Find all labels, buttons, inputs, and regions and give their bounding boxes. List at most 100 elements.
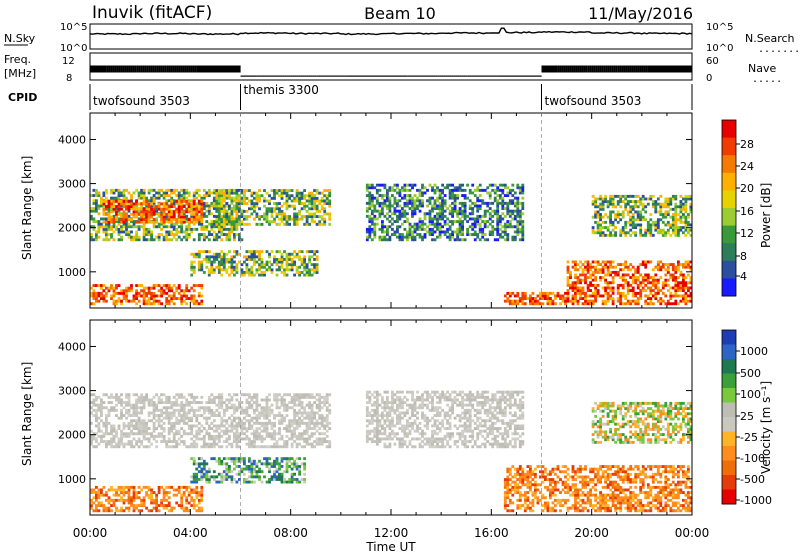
data-cell <box>499 189 502 192</box>
data-cell <box>148 192 151 195</box>
data-cell <box>123 401 126 404</box>
data-cell <box>271 215 274 218</box>
data-cell <box>236 197 239 200</box>
data-cell <box>501 225 504 228</box>
data-cell <box>479 218 482 221</box>
data-cell <box>203 438 206 441</box>
data-cell <box>622 276 625 279</box>
data-cell <box>236 253 239 256</box>
nsearch-tick-lo: 10^0 <box>706 43 733 54</box>
data-cell <box>669 274 672 277</box>
data-cell <box>246 412 249 415</box>
data-cell <box>624 226 627 229</box>
data-cell <box>376 192 379 195</box>
freq-sample <box>172 66 174 73</box>
data-cell <box>258 250 261 253</box>
data-cell <box>456 212 459 215</box>
data-cell <box>499 218 502 221</box>
data-cell <box>441 184 444 187</box>
data-cell <box>604 292 607 295</box>
data-cell <box>632 287 635 290</box>
data-cell <box>451 210 454 213</box>
data-cell <box>215 238 218 241</box>
data-cell <box>446 231 449 234</box>
data-cell <box>547 297 550 300</box>
data-cell <box>103 406 106 409</box>
data-cell <box>185 208 188 211</box>
data-cell <box>185 236 188 239</box>
data-cell <box>193 297 196 300</box>
data-cell <box>160 393 163 396</box>
data-cell <box>210 212 213 215</box>
data-cell <box>160 295 163 298</box>
data-cell <box>110 425 113 428</box>
data-cell <box>218 263 221 266</box>
data-cell <box>414 205 417 208</box>
data-cell <box>276 432 279 435</box>
data-cell <box>607 205 610 208</box>
data-cell <box>298 258 301 261</box>
data-cell <box>504 223 507 226</box>
data-cell <box>298 250 301 253</box>
data-cell <box>461 210 464 213</box>
data-cell <box>208 406 211 409</box>
data-cell <box>223 268 226 271</box>
data-cell <box>266 200 269 203</box>
data-cell <box>602 268 605 271</box>
data-cell <box>454 189 457 192</box>
data-cell <box>200 228 203 231</box>
data-cell <box>233 427 236 430</box>
data-cell <box>223 205 226 208</box>
data-cell <box>105 287 108 290</box>
data-cell <box>644 229 647 232</box>
data-cell <box>100 225 103 228</box>
data-cell <box>366 228 369 231</box>
data-cell <box>499 223 502 226</box>
data-cell <box>516 220 519 223</box>
freq-sample <box>309 76 311 77</box>
data-cell <box>193 401 196 404</box>
data-cell <box>231 396 234 399</box>
data-cell <box>439 212 442 215</box>
data-cell <box>143 189 146 192</box>
data-cell <box>183 197 186 200</box>
data-cell <box>647 224 650 227</box>
data-cell <box>624 205 627 208</box>
data-cell <box>313 271 316 274</box>
data-cell <box>496 207 499 210</box>
data-cell <box>225 220 228 223</box>
freq-sample <box>477 76 479 77</box>
freq-sample <box>511 76 513 77</box>
data-cell <box>135 399 138 402</box>
data-cell <box>379 238 382 241</box>
data-cell <box>205 194 208 197</box>
data-cell <box>313 200 316 203</box>
data-cell <box>667 284 670 287</box>
data-cell <box>180 414 183 417</box>
data-cell <box>687 216 690 219</box>
data-cell <box>145 216 148 219</box>
data-cell <box>366 210 369 213</box>
data-cell <box>266 417 269 420</box>
data-cell <box>118 194 121 197</box>
data-cell <box>627 287 630 290</box>
freq-sample <box>467 76 469 77</box>
data-cell <box>589 276 592 279</box>
data-cell <box>672 231 675 234</box>
data-cell <box>175 399 178 402</box>
data-cell <box>165 414 168 417</box>
data-cell <box>283 258 286 261</box>
ytick-label: 3000 <box>58 178 86 191</box>
data-cell <box>268 253 271 256</box>
data-cell <box>411 233 414 236</box>
data-cell <box>589 268 592 271</box>
data-cell <box>293 430 296 433</box>
data-cell <box>180 228 183 231</box>
data-cell <box>278 427 281 430</box>
data-cell <box>113 295 116 298</box>
freq-sample <box>515 76 517 77</box>
data-cell <box>143 287 146 290</box>
data-cell <box>268 207 271 210</box>
freq-sample <box>319 76 321 77</box>
data-cell <box>446 184 449 187</box>
